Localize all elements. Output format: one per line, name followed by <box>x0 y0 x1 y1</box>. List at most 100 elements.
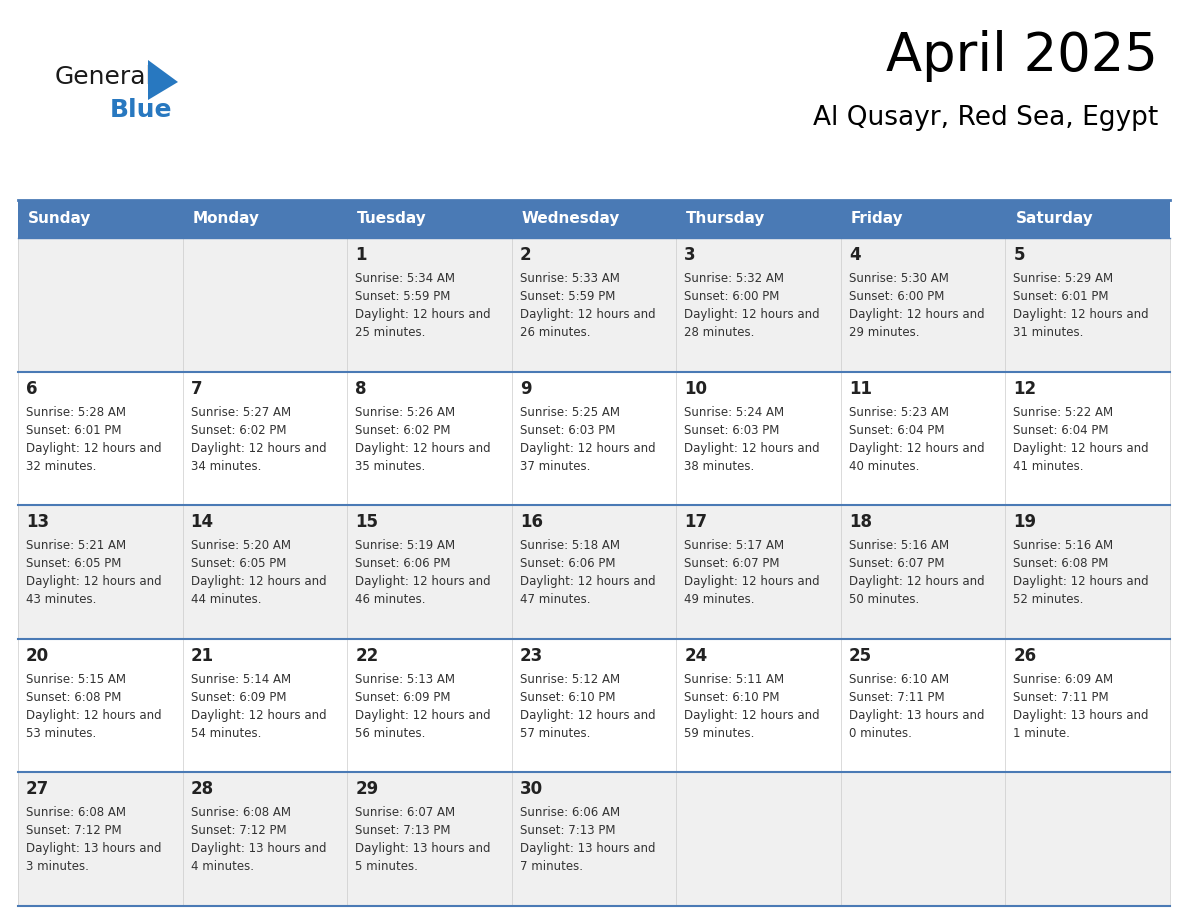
Bar <box>347 505 512 639</box>
Bar <box>1005 372 1170 505</box>
Text: Sunrise: 5:28 AM: Sunrise: 5:28 AM <box>26 406 126 419</box>
Text: Daylight: 12 hours and: Daylight: 12 hours and <box>519 442 656 454</box>
Text: Sunset: 6:07 PM: Sunset: 6:07 PM <box>849 557 944 570</box>
Text: Monday: Monday <box>192 211 259 227</box>
Text: Sunset: 6:01 PM: Sunset: 6:01 PM <box>26 423 121 437</box>
Text: Daylight: 12 hours and: Daylight: 12 hours and <box>849 576 985 588</box>
Text: Blue: Blue <box>110 98 172 122</box>
Text: 44 minutes.: 44 minutes. <box>190 593 261 606</box>
Text: Sunset: 7:11 PM: Sunset: 7:11 PM <box>849 691 944 704</box>
Text: 56 minutes.: 56 minutes. <box>355 727 425 740</box>
Text: 32 minutes.: 32 minutes. <box>26 460 96 473</box>
Bar <box>512 772 676 906</box>
Text: 18: 18 <box>849 513 872 532</box>
Bar <box>676 372 841 505</box>
Text: 26 minutes.: 26 minutes. <box>519 326 590 339</box>
Bar <box>512 639 676 772</box>
Text: Sunrise: 5:21 AM: Sunrise: 5:21 AM <box>26 539 126 553</box>
Text: Sunset: 5:59 PM: Sunset: 5:59 PM <box>355 290 450 303</box>
Text: Sunset: 6:00 PM: Sunset: 6:00 PM <box>849 290 944 303</box>
Text: Thursday: Thursday <box>687 211 765 227</box>
Text: 37 minutes.: 37 minutes. <box>519 460 590 473</box>
Text: Sunrise: 5:20 AM: Sunrise: 5:20 AM <box>190 539 291 553</box>
Text: 40 minutes.: 40 minutes. <box>849 460 920 473</box>
Text: Daylight: 12 hours and: Daylight: 12 hours and <box>519 308 656 321</box>
Bar <box>841 505 1005 639</box>
Text: 0 minutes.: 0 minutes. <box>849 727 911 740</box>
Bar <box>841 372 1005 505</box>
Bar <box>347 238 512 372</box>
Text: Daylight: 12 hours and: Daylight: 12 hours and <box>684 709 820 722</box>
Text: Sunrise: 5:18 AM: Sunrise: 5:18 AM <box>519 539 620 553</box>
Text: Sunset: 7:12 PM: Sunset: 7:12 PM <box>190 824 286 837</box>
Bar <box>18 772 183 906</box>
Bar <box>676 505 841 639</box>
Text: Daylight: 12 hours and: Daylight: 12 hours and <box>519 709 656 722</box>
Text: Daylight: 12 hours and: Daylight: 12 hours and <box>355 442 491 454</box>
Text: Sunset: 6:05 PM: Sunset: 6:05 PM <box>26 557 121 570</box>
Bar <box>1005 505 1170 639</box>
Text: 24: 24 <box>684 647 708 665</box>
Text: 26: 26 <box>1013 647 1037 665</box>
Text: 12: 12 <box>1013 380 1037 397</box>
Text: Daylight: 12 hours and: Daylight: 12 hours and <box>1013 308 1149 321</box>
Text: 53 minutes.: 53 minutes. <box>26 727 96 740</box>
Text: 22: 22 <box>355 647 379 665</box>
Text: Sunrise: 5:12 AM: Sunrise: 5:12 AM <box>519 673 620 686</box>
Text: Daylight: 12 hours and: Daylight: 12 hours and <box>355 709 491 722</box>
Text: 49 minutes.: 49 minutes. <box>684 593 754 606</box>
Text: Sunrise: 5:16 AM: Sunrise: 5:16 AM <box>849 539 949 553</box>
Text: 30: 30 <box>519 780 543 799</box>
Text: Daylight: 12 hours and: Daylight: 12 hours and <box>1013 442 1149 454</box>
Bar <box>347 772 512 906</box>
Text: Sunrise: 6:09 AM: Sunrise: 6:09 AM <box>1013 673 1113 686</box>
Text: Daylight: 12 hours and: Daylight: 12 hours and <box>190 709 327 722</box>
Text: Daylight: 13 hours and: Daylight: 13 hours and <box>26 843 162 856</box>
Text: Sunset: 6:10 PM: Sunset: 6:10 PM <box>684 691 779 704</box>
Text: Daylight: 12 hours and: Daylight: 12 hours and <box>26 576 162 588</box>
Text: Sunrise: 6:06 AM: Sunrise: 6:06 AM <box>519 806 620 820</box>
Bar <box>676 639 841 772</box>
Text: Daylight: 12 hours and: Daylight: 12 hours and <box>1013 576 1149 588</box>
Text: 13: 13 <box>26 513 49 532</box>
Text: Sunset: 6:04 PM: Sunset: 6:04 PM <box>1013 423 1108 437</box>
Text: Sunrise: 5:13 AM: Sunrise: 5:13 AM <box>355 673 455 686</box>
Text: Sunrise: 5:26 AM: Sunrise: 5:26 AM <box>355 406 455 419</box>
Bar <box>512 372 676 505</box>
Text: 7 minutes.: 7 minutes. <box>519 860 583 873</box>
Text: 20: 20 <box>26 647 49 665</box>
Text: 52 minutes.: 52 minutes. <box>1013 593 1083 606</box>
Text: 21: 21 <box>190 647 214 665</box>
Text: Sunset: 6:02 PM: Sunset: 6:02 PM <box>355 423 450 437</box>
Text: 28 minutes.: 28 minutes. <box>684 326 754 339</box>
Bar <box>347 639 512 772</box>
Text: Daylight: 12 hours and: Daylight: 12 hours and <box>684 442 820 454</box>
Text: 46 minutes.: 46 minutes. <box>355 593 425 606</box>
Text: Sunset: 6:09 PM: Sunset: 6:09 PM <box>190 691 286 704</box>
Text: 35 minutes.: 35 minutes. <box>355 460 425 473</box>
Text: Daylight: 13 hours and: Daylight: 13 hours and <box>1013 709 1149 722</box>
Text: 43 minutes.: 43 minutes. <box>26 593 96 606</box>
Bar <box>183 639 347 772</box>
Text: Sunset: 6:10 PM: Sunset: 6:10 PM <box>519 691 615 704</box>
Text: 31 minutes.: 31 minutes. <box>1013 326 1083 339</box>
Bar <box>183 772 347 906</box>
Bar <box>183 238 347 372</box>
Text: 4: 4 <box>849 246 860 264</box>
Bar <box>841 238 1005 372</box>
Text: Daylight: 13 hours and: Daylight: 13 hours and <box>519 843 656 856</box>
Text: Sunset: 6:06 PM: Sunset: 6:06 PM <box>519 557 615 570</box>
Text: Sunset: 6:06 PM: Sunset: 6:06 PM <box>355 557 450 570</box>
Text: 5 minutes.: 5 minutes. <box>355 860 418 873</box>
Text: 29: 29 <box>355 780 379 799</box>
Text: Sunrise: 6:08 AM: Sunrise: 6:08 AM <box>190 806 291 820</box>
Text: 19: 19 <box>1013 513 1037 532</box>
Text: 5: 5 <box>1013 246 1025 264</box>
Text: Sunset: 7:12 PM: Sunset: 7:12 PM <box>26 824 121 837</box>
Text: Sunset: 6:03 PM: Sunset: 6:03 PM <box>519 423 615 437</box>
Bar <box>18 372 183 505</box>
Text: Daylight: 12 hours and: Daylight: 12 hours and <box>190 442 327 454</box>
Text: Friday: Friday <box>851 211 904 227</box>
Bar <box>18 200 1170 238</box>
Text: Sunset: 6:05 PM: Sunset: 6:05 PM <box>190 557 286 570</box>
